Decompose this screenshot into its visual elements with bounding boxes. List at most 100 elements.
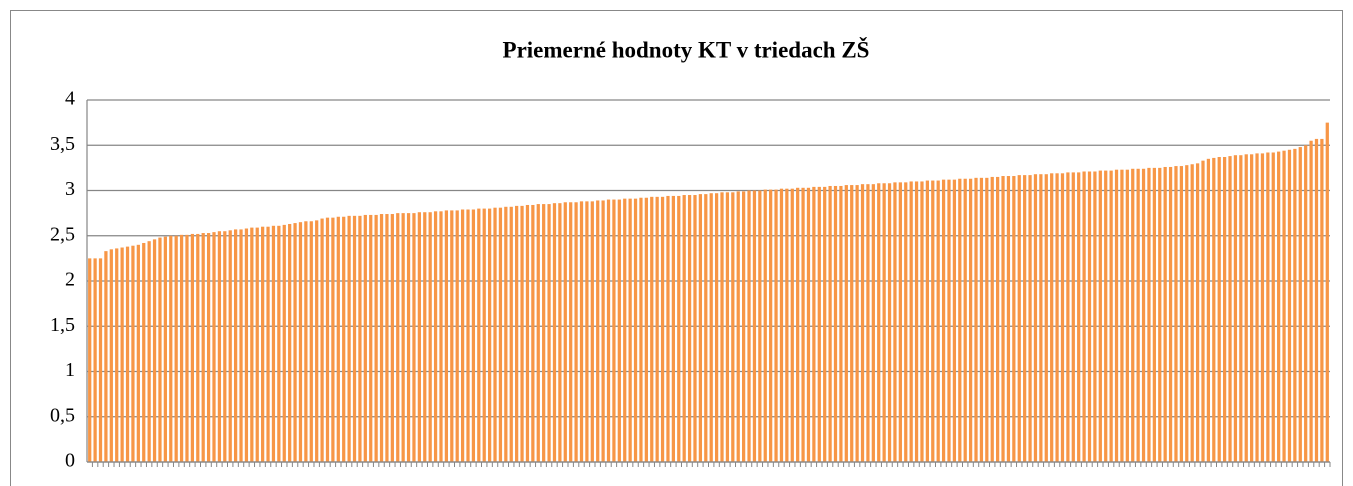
bar [1109, 170, 1113, 462]
bar [206, 233, 211, 462]
bar [644, 197, 648, 463]
bar [1325, 122, 1329, 462]
bar [223, 231, 227, 462]
bar [520, 205, 524, 462]
bar [1012, 176, 1016, 462]
bar [277, 225, 281, 462]
bar [358, 215, 362, 462]
bar [460, 209, 465, 462]
bar [617, 199, 621, 463]
bar [871, 184, 875, 463]
bar [601, 200, 605, 462]
bar [974, 177, 978, 462]
bar [1136, 168, 1140, 462]
bar [769, 189, 773, 462]
bar [860, 184, 865, 463]
bar [801, 187, 805, 462]
bar [585, 201, 589, 463]
bar [996, 176, 1000, 463]
bar [779, 188, 784, 462]
y-tick-label: 1 [65, 359, 75, 381]
bar [352, 215, 357, 462]
bar [1282, 150, 1286, 462]
bar [304, 221, 308, 462]
bar [320, 218, 324, 462]
bar [590, 201, 594, 463]
bar [347, 215, 351, 462]
bar [1017, 175, 1021, 463]
bar [839, 185, 843, 462]
bar [898, 182, 902, 463]
bar [1314, 138, 1319, 463]
bar [704, 194, 708, 462]
bar [385, 214, 389, 462]
bar [1277, 151, 1281, 462]
bar [244, 228, 249, 462]
bar [169, 235, 173, 462]
y-tick-label: 3 [65, 178, 75, 200]
bar [1190, 164, 1194, 462]
bar [752, 190, 757, 462]
bar [477, 208, 481, 462]
bar [444, 210, 449, 462]
bar [201, 233, 205, 462]
bar [504, 206, 508, 462]
bar [709, 193, 713, 462]
bar [179, 234, 184, 462]
bar [914, 181, 919, 462]
bar [990, 176, 994, 463]
bar [1066, 172, 1070, 462]
bar [1309, 140, 1313, 462]
bar [1104, 170, 1108, 462]
bar [250, 227, 254, 462]
bar [844, 185, 848, 462]
bar [293, 223, 297, 462]
bar [1158, 167, 1162, 462]
bar [1044, 174, 1048, 462]
bar [433, 211, 438, 462]
bar [596, 200, 600, 462]
bar [1228, 156, 1232, 463]
bar [1255, 153, 1259, 462]
bar [109, 249, 113, 462]
bar [650, 196, 654, 462]
bar [558, 203, 562, 463]
bar [1082, 171, 1086, 462]
bar [812, 186, 816, 462]
bar [158, 237, 162, 462]
bar [877, 183, 881, 462]
bar [850, 185, 854, 462]
bar [542, 204, 546, 462]
chart-title: Priemerné hodnoty KT v triedach ZŠ [503, 36, 870, 62]
bar [450, 210, 454, 462]
bar [866, 184, 870, 463]
bar [1077, 172, 1081, 462]
bar [390, 214, 394, 462]
bar [947, 179, 951, 462]
bar [985, 177, 989, 462]
bar [1125, 169, 1129, 462]
bar [1071, 172, 1075, 462]
y-tick-label: 2,5 [50, 223, 75, 245]
y-tick-label: 3,5 [50, 133, 75, 155]
bar [217, 231, 222, 462]
bar [412, 213, 416, 462]
bar [1222, 157, 1227, 462]
bar [1206, 158, 1211, 462]
bar [742, 191, 746, 462]
bar [1098, 170, 1102, 462]
bar [612, 199, 616, 463]
bar [882, 183, 886, 462]
bar [163, 236, 167, 462]
bar [104, 251, 108, 462]
bar [282, 224, 286, 462]
bar [93, 258, 97, 462]
bar [1131, 168, 1135, 462]
bar [374, 214, 378, 462]
bar [509, 206, 513, 462]
bar [725, 192, 730, 462]
bar [1168, 166, 1173, 462]
bar [331, 217, 335, 462]
bar [363, 214, 367, 462]
